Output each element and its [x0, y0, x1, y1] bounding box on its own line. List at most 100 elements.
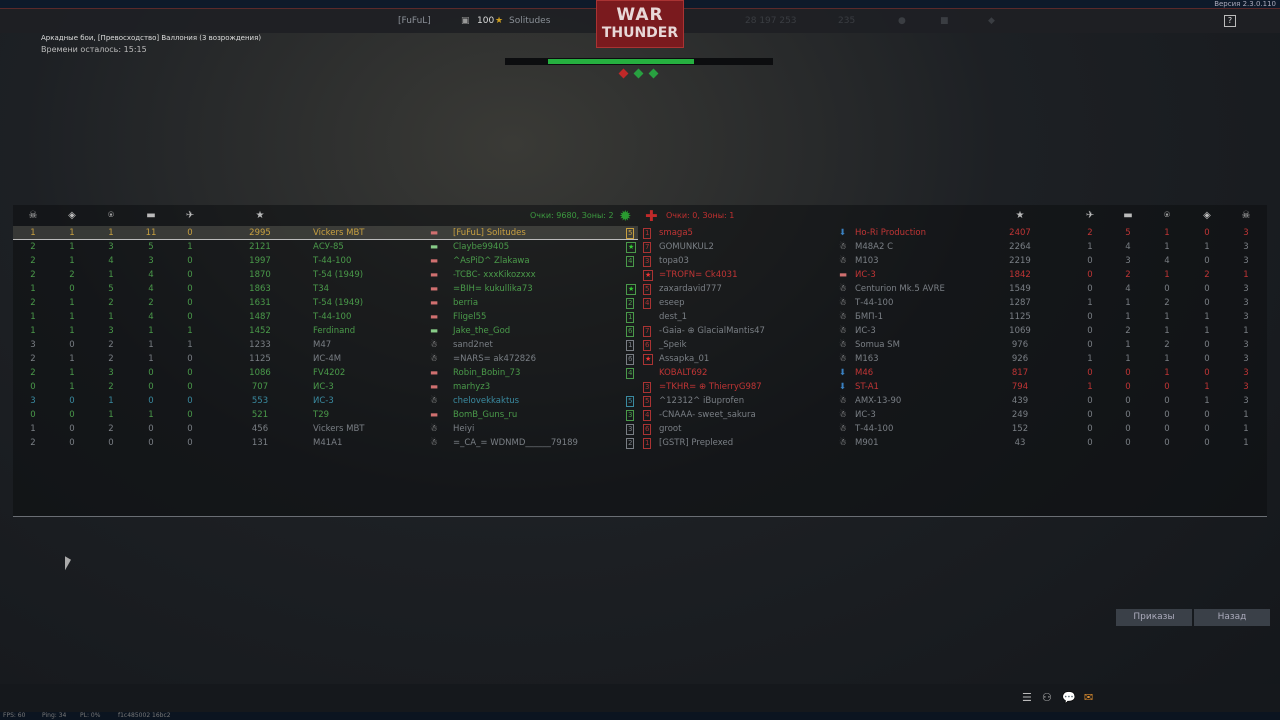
vehicle-name[interactable]: M47: [313, 340, 332, 350]
vehicle-name[interactable]: ИС-3: [855, 326, 876, 336]
vehicle-name[interactable]: Т-44-100: [313, 312, 352, 322]
vehicle-name[interactable]: Т-54 (1949): [313, 270, 364, 280]
player-name[interactable]: =NARS= ak472826: [453, 354, 536, 364]
player-name[interactable]: eseep: [659, 298, 685, 308]
vehicle-name[interactable]: Т-54 (1949): [313, 298, 364, 308]
ally-player-row[interactable]: 2 2 1 4 0 1870 Т-54 (1949) ▬ -TCBC- xxxKikozxxx: [13, 268, 638, 282]
avatar-icon[interactable]: ▣: [461, 16, 470, 26]
vehicle-name[interactable]: БМП-1: [855, 312, 884, 322]
player-name[interactable]: ^12312^ iBuprofen: [659, 396, 745, 406]
player-name[interactable]: smaga5: [659, 228, 693, 238]
player-name[interactable]: -Gaia- ⊕ GlacialMantis47: [659, 326, 765, 336]
vehicle-name[interactable]: M103: [855, 256, 879, 266]
ally-player-row[interactable]: 1 0 5 4 0 1863 Т34 ▬ =BIH= kukullika73 ★: [13, 282, 638, 296]
shop-icon[interactable]: ■: [940, 16, 949, 26]
ally-player-row[interactable]: 3 0 2 1 1 1233 M47 ☃ sand2net 1: [13, 338, 638, 352]
vehicle-name[interactable]: M901: [855, 438, 879, 448]
ground-kill-icon[interactable]: ▬: [146, 210, 156, 221]
enemy-player-row[interactable]: 7 -Gaia- ⊕ GlacialMantis47 ☃ ИС-3 1069 0 2 1 1 1: [640, 324, 1267, 338]
ally-player-row[interactable]: 2 1 3 0 0 1086 FV4202 ▬ Robin_Bobin_73 4: [13, 366, 638, 380]
player-name[interactable]: =BIH= kukullika73: [453, 284, 533, 294]
enemy-player-row[interactable]: KOBALT692 ⬇ M46 817 0 0 1 0 3: [640, 366, 1267, 380]
player-name[interactable]: Robin_Bobin_73: [453, 368, 521, 378]
help-button[interactable]: ?: [1224, 15, 1236, 27]
player-name[interactable]: _Speik: [659, 340, 687, 350]
enemy-player-row[interactable]: 7 GOMUNKUL2 ☃ M48A2 C 2264 1 4 1 1 3: [640, 240, 1267, 254]
ally-player-row[interactable]: 2 1 3 5 1 2121 АСУ-85 ▬ Claybe99405 ★: [13, 240, 638, 254]
player-name[interactable]: topa03: [659, 256, 689, 266]
player-name[interactable]: Assapka_01: [659, 354, 710, 364]
list-icon[interactable]: ☰: [1022, 691, 1032, 704]
score-star-icon[interactable]: ★: [255, 210, 265, 221]
back-button[interactable]: Назад: [1194, 609, 1270, 626]
enemy-player-row[interactable]: ★ =TROFN= Ck4031 ▬ ИС-3 1842 0 2 1 2 1: [640, 268, 1267, 282]
enemy-player-row[interactable]: 4 eseep ☃ Т-44-100 1287 1 1 2 0 3: [640, 296, 1267, 310]
capture-icon[interactable]: ◈: [68, 210, 76, 221]
vehicle-name[interactable]: M41A1: [313, 438, 343, 448]
vehicle-name[interactable]: ИС-3: [313, 396, 334, 406]
enemy-player-row[interactable]: 3 =TKHR= ⊕ ThierryG987 ⬇ ST-A1 794 1 0 0 1 3: [640, 380, 1267, 394]
player-name[interactable]: chelovekkaktus: [453, 396, 520, 406]
squad-tag[interactable]: [FuFuL]: [398, 16, 431, 26]
vehicle-name[interactable]: ST-A1: [855, 382, 879, 392]
player-name[interactable]: =TKHR= ⊕ ThierryG987: [659, 382, 762, 392]
vehicle-name[interactable]: M48A2 C: [855, 242, 894, 252]
chat-icon[interactable]: 💬: [1062, 691, 1076, 704]
ground-kill-icon[interactable]: ▬: [1123, 210, 1133, 221]
ally-player-row[interactable]: 0 0 1 1 0 521 T29 ▬ BomB_Guns_ru 3: [13, 408, 638, 422]
player-name[interactable]: -CNAAA- sweet_sakura: [659, 410, 756, 420]
vehicle-name[interactable]: Vickers MBT: [313, 424, 365, 434]
enemy-player-row[interactable]: dest_1 ☃ БМП-1 1125 0 1 1 1 3: [640, 310, 1267, 324]
vehicle-name[interactable]: Ferdinand: [313, 326, 356, 336]
player-name[interactable]: =_CA_= WDNMD______79189: [453, 438, 578, 448]
ally-player-row[interactable]: 1 0 2 0 0 456 Vickers MBT ☃ Heiyi 3: [13, 422, 638, 436]
skull-icon[interactable]: ☠: [28, 210, 38, 221]
player-name[interactable]: berria: [453, 298, 479, 308]
enemy-player-row[interactable]: 4 -CNAAA- sweet_sakura ☃ ИС-3 249 0 0 0 0 1: [640, 408, 1267, 422]
enemy-player-row[interactable]: 6 _Speik ☃ Somua SM 976 0 1 2 0 3: [640, 338, 1267, 352]
enemy-player-row[interactable]: 6 groot ☃ Т-44-100 152 0 0 0 0 1: [640, 422, 1267, 436]
orders-button[interactable]: Приказы: [1116, 609, 1192, 626]
vehicle-name[interactable]: Т-44-100: [855, 298, 894, 308]
ally-player-row[interactable]: 1 1 1 4 0 1487 Т-44-100 ▬ Fligel55 1: [13, 310, 638, 324]
vehicle-name[interactable]: Т-44-100: [313, 256, 352, 266]
vehicle-name[interactable]: ИС-4М: [313, 354, 342, 364]
player-name[interactable]: KOBALT692: [659, 368, 708, 378]
ally-player-row[interactable]: 2 1 2 2 0 1631 Т-54 (1949) ▬ berria 2: [13, 296, 638, 310]
player-name[interactable]: groot: [659, 424, 682, 434]
vehicle-name[interactable]: АСУ-85: [313, 242, 344, 252]
enemy-player-row[interactable]: 5 zaxardavid777 ☃ Centurion Mk.5 AVRE 1549 0 4…: [640, 282, 1267, 296]
vehicle-name[interactable]: ИС-3: [855, 410, 876, 420]
vehicle-name[interactable]: T29: [313, 410, 330, 420]
vehicle-name[interactable]: FV4202: [313, 368, 346, 378]
vehicle-name[interactable]: M163: [855, 354, 879, 364]
player-name[interactable]: Claybe99405: [453, 242, 510, 252]
research-icon[interactable]: ●: [898, 16, 906, 26]
ally-player-row[interactable]: 2 0 0 0 0 131 M41A1 ☃ =_CA_= WDNMD______79189 2: [13, 436, 638, 450]
player-name[interactable]: zaxardavid777: [659, 284, 722, 294]
air-kill-icon[interactable]: ✈: [185, 210, 195, 221]
vehicle-name[interactable]: Ho-Ri Production: [855, 228, 927, 238]
ally-player-row[interactable]: 1 1 3 1 1 1452 Ferdinand ▬ Jake_the_God 6: [13, 324, 638, 338]
player-name[interactable]: [GSTR] Preplexed: [659, 438, 734, 448]
player-nick[interactable]: Solitudes: [509, 16, 551, 26]
enemy-player-row[interactable]: 1 smaga5 ⬇ Ho-Ri Production 2407 2 5 1 0 3: [640, 226, 1267, 240]
vehicle-name[interactable]: Vickers MBT: [313, 228, 365, 238]
vehicle-name[interactable]: ИС-3: [313, 382, 334, 392]
vehicle-name[interactable]: Т-44-100: [855, 424, 894, 434]
enemy-player-row[interactable]: 3 topa03 ☃ M103 2219 0 3 4 0 3: [640, 254, 1267, 268]
assist-icon[interactable]: ⍟: [108, 210, 114, 221]
ally-player-row[interactable]: 3 0 1 0 0 553 ИС-3 ☃ chelovekkaktus 5: [13, 394, 638, 408]
ally-player-row[interactable]: 2 1 2 1 0 1125 ИС-4М ☃ =NARS= ak472826 6: [13, 352, 638, 366]
ally-player-row[interactable]: 1 1 1 11 0 2995 Vickers MBT ▬ [FuFuL] Solitudes 5: [13, 226, 638, 240]
player-name[interactable]: sand2net: [453, 340, 493, 350]
player-name[interactable]: [FuFuL] Solitudes: [453, 228, 526, 238]
enemy-player-row[interactable]: 5 ^12312^ iBuprofen ☃ AMX-13-90 439 0 0 0 1 3: [640, 394, 1267, 408]
player-name[interactable]: BomB_Guns_ru: [453, 410, 518, 420]
enemy-player-row[interactable]: ★ Assapka_01 ☃ M163 926 1 1 1 0 3: [640, 352, 1267, 366]
ally-player-row[interactable]: 2 1 4 3 0 1997 Т-44-100 ▬ ^AsPiD^ Zlakawa 4: [13, 254, 638, 268]
player-name[interactable]: GOMUNKUL2: [659, 242, 714, 252]
ally-player-row[interactable]: 0 1 2 0 0 707 ИС-3 ▬ marhyz3: [13, 380, 638, 394]
vehicle-name[interactable]: AMX-13-90: [855, 396, 902, 406]
player-name[interactable]: ^AsPiD^ Zlakawa: [453, 256, 530, 266]
